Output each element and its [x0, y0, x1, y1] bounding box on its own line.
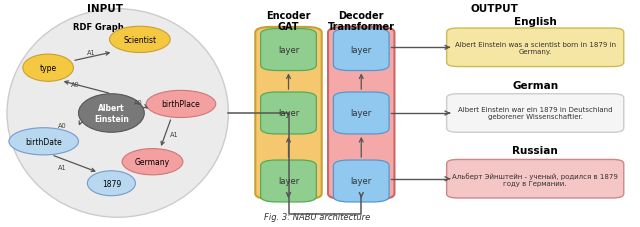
- Text: INPUT: INPUT: [87, 4, 123, 14]
- Text: type: type: [40, 64, 57, 73]
- Text: Scientist: Scientist: [124, 36, 156, 45]
- Ellipse shape: [23, 55, 74, 82]
- Text: layer: layer: [278, 177, 299, 186]
- Ellipse shape: [87, 171, 136, 196]
- Ellipse shape: [79, 94, 144, 133]
- FancyBboxPatch shape: [260, 160, 316, 202]
- Text: A0: A0: [71, 81, 80, 87]
- Text: English: English: [514, 17, 557, 27]
- Text: birthDate: birthDate: [26, 137, 62, 146]
- Ellipse shape: [122, 149, 183, 175]
- Text: Russian: Russian: [513, 146, 558, 156]
- Text: 1879: 1879: [102, 179, 121, 188]
- Ellipse shape: [109, 27, 170, 53]
- Text: RDF Graph: RDF Graph: [74, 23, 124, 32]
- Text: Альберт Эйнштейн - ученый, родился в 1879
году в Германии.: Альберт Эйнштейн - ученый, родился в 187…: [452, 172, 618, 186]
- FancyBboxPatch shape: [447, 29, 624, 67]
- Text: Albert
Einstein: Albert Einstein: [94, 104, 129, 123]
- Text: A1: A1: [170, 131, 179, 137]
- FancyBboxPatch shape: [333, 30, 389, 71]
- Ellipse shape: [146, 91, 216, 118]
- FancyBboxPatch shape: [260, 30, 316, 71]
- FancyBboxPatch shape: [260, 93, 316, 134]
- Text: layer: layer: [351, 177, 372, 186]
- Ellipse shape: [9, 128, 79, 155]
- Text: Germany: Germany: [135, 158, 170, 166]
- Text: OUTPUT: OUTPUT: [470, 4, 518, 14]
- Text: German: German: [512, 80, 558, 90]
- Text: Albert Einstein war ein 1879 in Deutschland
geborener Wissenschaftler.: Albert Einstein war ein 1879 in Deutschl…: [458, 107, 612, 120]
- FancyBboxPatch shape: [333, 160, 389, 202]
- Text: birthPlace: birthPlace: [161, 100, 200, 109]
- Text: A0: A0: [58, 123, 67, 128]
- Text: A0: A0: [134, 100, 143, 106]
- Text: layer: layer: [351, 109, 372, 118]
- Text: Decoder
Transformer: Decoder Transformer: [328, 11, 395, 32]
- Text: Albert Einstein was a scientist born in 1879 in
Germany.: Albert Einstein was a scientist born in …: [454, 42, 616, 54]
- Text: Encoder
GAT: Encoder GAT: [266, 11, 311, 32]
- Text: A1: A1: [87, 50, 95, 56]
- Text: layer: layer: [351, 46, 372, 55]
- Text: Fig. 3: NABU architecture: Fig. 3: NABU architecture: [264, 212, 370, 221]
- FancyBboxPatch shape: [447, 160, 624, 198]
- FancyBboxPatch shape: [333, 93, 389, 134]
- FancyBboxPatch shape: [447, 94, 624, 133]
- FancyBboxPatch shape: [328, 28, 394, 199]
- Ellipse shape: [7, 10, 228, 217]
- Text: layer: layer: [278, 46, 299, 55]
- Text: layer: layer: [278, 109, 299, 118]
- FancyBboxPatch shape: [255, 28, 322, 199]
- Text: A1: A1: [58, 164, 67, 170]
